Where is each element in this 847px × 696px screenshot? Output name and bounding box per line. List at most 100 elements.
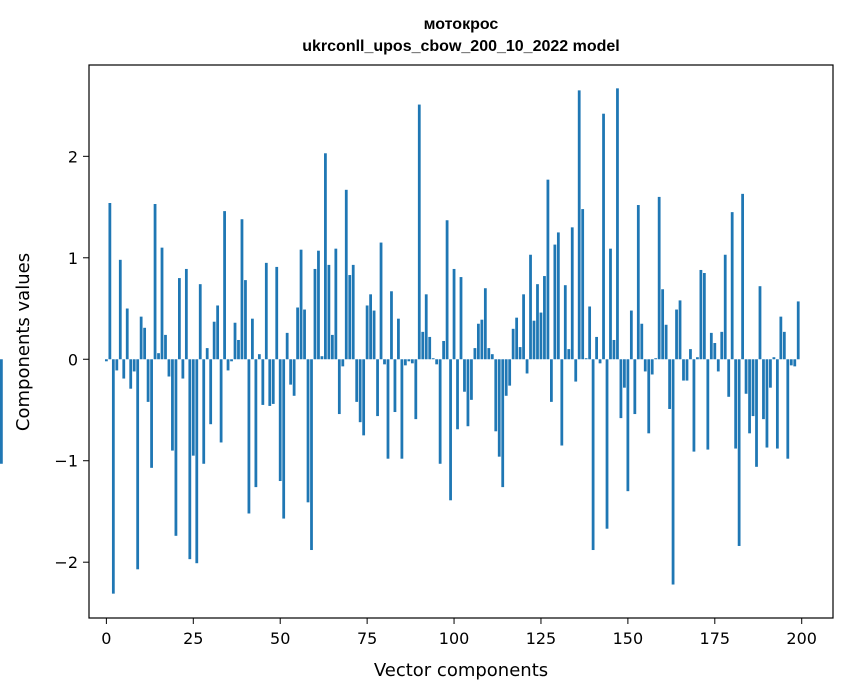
bar [546,179,550,360]
bar [727,359,731,397]
x-axis-ticks: 0 25 50 75 100 125 150 175 200 [101,618,817,648]
bar [543,276,546,360]
bar [143,327,147,360]
chart-title: мотокрос [424,16,499,33]
bar [310,359,313,551]
bar [730,212,734,360]
y-tick-label: 2 [68,147,78,166]
bar [383,359,386,365]
bar [772,357,776,360]
bar [619,359,623,419]
bar [532,320,536,360]
bar [306,359,310,503]
bar [741,193,744,360]
bar [157,353,160,360]
bar [150,359,153,468]
bar [758,286,762,360]
x-axis-label: Vector components [374,660,548,681]
bar [317,250,320,360]
bar [609,248,612,360]
bar [344,189,348,360]
bar [160,247,164,360]
bar [313,268,317,360]
x-tick-label: 125 [526,629,557,648]
bar [240,219,244,360]
bar [125,308,129,360]
bar [376,359,379,417]
bar [365,305,369,360]
bar [393,359,397,413]
bar [167,359,171,377]
bar [668,359,671,409]
bar [553,244,557,360]
x-tick-label: 0 [101,629,111,648]
bar [407,359,411,362]
bar [647,359,651,434]
bar [334,248,338,360]
bar [716,359,720,372]
bar [595,336,598,360]
bar [421,331,425,360]
bar [115,359,119,371]
bar [264,262,268,360]
y-tick-label: −2 [54,553,78,572]
bar [560,359,564,446]
bar [476,323,480,360]
bar [779,316,783,360]
bar [709,332,713,360]
y-axis-ticks: −2 −1 0 1 2 [54,147,89,572]
bar [581,209,585,360]
bar [598,359,602,364]
bar [529,254,532,360]
bar [449,359,452,501]
bar [181,359,185,379]
x-tick-label: 50 [270,629,290,648]
x-tick-label: 150 [613,629,644,648]
bar [379,242,383,360]
bar [452,268,456,360]
bar [226,359,230,371]
bar [209,359,213,425]
bar [702,273,706,360]
bar [796,301,800,360]
bar [782,331,786,360]
bar [591,359,595,551]
bar [247,359,251,514]
x-tick-label: 175 [700,629,731,648]
bar [463,359,466,392]
bar [424,294,428,360]
bar [271,359,275,404]
bar [487,348,491,360]
bar [171,359,174,451]
plot-frame [88,64,834,619]
bar [129,359,133,389]
bar [723,254,727,360]
bar [397,318,400,360]
bar [612,339,616,360]
y-tick-label: −1 [54,452,78,471]
bar [497,359,501,457]
bar [751,359,755,417]
bar [254,359,258,488]
bar [483,288,487,360]
bar [567,349,571,360]
bar [713,343,717,360]
bar [748,359,751,434]
bar [473,348,477,360]
x-tick-label: 25 [183,629,203,648]
bar [692,359,696,452]
bar [108,203,112,360]
bar [428,336,432,360]
y-axis-label: Components values [13,253,34,431]
bar [289,359,293,385]
bar [351,264,355,360]
bar [563,285,567,360]
bar [303,309,306,360]
bar [268,359,272,406]
bar [191,359,195,456]
bar [696,357,699,360]
bar [640,323,644,360]
bar [699,269,703,360]
bar [348,275,352,360]
bar [282,359,286,519]
